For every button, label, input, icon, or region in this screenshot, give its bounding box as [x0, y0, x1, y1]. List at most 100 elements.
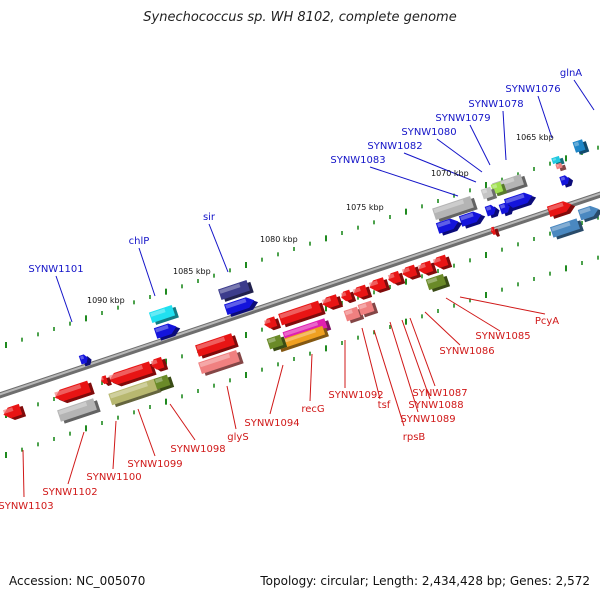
- gene-feature: [54, 380, 95, 404]
- gene-feature: [108, 378, 162, 408]
- gene-label: SYNW1094: [244, 418, 299, 429]
- kbp-label: 1065 kbp: [516, 133, 554, 142]
- callout-line: [373, 329, 405, 427]
- callout-line: [226, 385, 237, 430]
- gene-feature: [368, 277, 391, 293]
- gene-label: SYNW1082: [367, 141, 422, 152]
- gene-feature: [195, 333, 239, 359]
- callout-line: [436, 138, 483, 173]
- gene-label: recG: [301, 404, 324, 415]
- map-title: Synechococcus sp. WH 8102, complete geno…: [143, 10, 457, 25]
- callout-line: [369, 166, 459, 197]
- gene-feature: [546, 201, 576, 219]
- gene-label: SYNW1103: [0, 501, 54, 512]
- gene-feature: [577, 205, 600, 223]
- gene-feature: [549, 218, 584, 240]
- kbp-label: 1075 kbp: [346, 203, 384, 212]
- gene-feature: [340, 289, 357, 304]
- gene-label: SYNW1099: [127, 459, 182, 470]
- gene-feature: [491, 226, 500, 237]
- gene-feature: [274, 325, 329, 353]
- callout-line: [389, 321, 419, 413]
- gene-feature: [425, 273, 451, 292]
- gene-feature: [432, 195, 478, 222]
- genome-backbone: [0, 191, 600, 399]
- gene-feature: [153, 374, 175, 392]
- gene-label: SYNW1086: [439, 346, 494, 357]
- callout-line: [573, 79, 595, 111]
- callout-line: [459, 296, 546, 315]
- kbp-label: 1070 kbp: [431, 169, 469, 178]
- gene-feature: [150, 356, 169, 372]
- callout-line: [309, 353, 313, 402]
- gene-label: glyS: [227, 432, 248, 443]
- kbp-label: 1080 kbp: [260, 235, 298, 244]
- callout-line: [445, 297, 501, 332]
- kbp-label: 1090 kbp: [87, 296, 125, 305]
- gene-feature: [387, 270, 406, 286]
- gene-label: SYNW1080: [401, 127, 456, 138]
- gene-label: chlP: [129, 236, 150, 247]
- gene-feature: [480, 186, 498, 202]
- gene-feature: [555, 162, 567, 172]
- gene-label: tsf: [378, 400, 391, 411]
- gene-feature: [153, 323, 181, 341]
- gene-label: PcyA: [535, 316, 559, 327]
- accession-text: Accession: NC_005070: [9, 574, 146, 588]
- gene-feature: [57, 398, 101, 424]
- gene-feature: [435, 218, 463, 236]
- kbp-label: 1085 kbp: [173, 267, 211, 276]
- gene-features: [2, 139, 600, 424]
- gene-label: SYNW1100: [86, 472, 141, 483]
- gene-feature: [417, 260, 438, 276]
- gene-label: SYNW1088: [408, 400, 463, 411]
- gene-label: SYNW1092: [328, 390, 383, 401]
- callout-line: [424, 311, 461, 346]
- callout-line: [269, 364, 284, 415]
- callout-line: [409, 317, 436, 387]
- gene-feature: [218, 280, 254, 302]
- gene-feature: [503, 192, 537, 212]
- callout-line: [361, 327, 381, 400]
- gene-feature: [108, 361, 157, 387]
- gene-feature: [498, 202, 514, 217]
- callout-line: [112, 420, 117, 470]
- gene-feature: [432, 254, 453, 270]
- gene-label: SYNW1078: [468, 99, 523, 110]
- genome-summary: Topology: circular; Length: 2,434,428 bp…: [260, 574, 590, 588]
- gene-feature: [343, 306, 365, 324]
- gene-label: glnA: [560, 68, 582, 79]
- callout-line: [55, 275, 73, 323]
- gene-label: SYNW1102: [42, 487, 97, 498]
- gene-feature: [352, 284, 373, 300]
- gene-label: SYNW1101: [28, 264, 83, 275]
- gene-feature: [266, 334, 288, 352]
- callout-line: [401, 319, 431, 400]
- gene-label: SYNW1083: [330, 155, 385, 166]
- callout-line: [208, 223, 229, 273]
- gene-feature: [321, 294, 344, 310]
- gene-feature: [78, 354, 92, 367]
- callout-line: [67, 431, 85, 485]
- gene-feature: [572, 139, 590, 155]
- callout-line: [138, 247, 156, 297]
- gene-feature: [278, 300, 326, 328]
- gene-label: SYNW1079: [435, 113, 490, 124]
- gene-feature: [357, 300, 379, 318]
- gene-feature: [148, 304, 179, 325]
- callout-line: [502, 110, 507, 161]
- gene-feature: [224, 297, 259, 317]
- gene-feature: [2, 403, 27, 420]
- callout-line: [537, 95, 553, 139]
- gene-feature: [484, 204, 500, 219]
- gene-feature: [263, 316, 282, 331]
- gene-feature: [559, 175, 574, 188]
- callout-line: [403, 152, 477, 183]
- gene-label: SYNW1098: [170, 444, 225, 455]
- gene-feature: [401, 264, 422, 280]
- gene-feature: [101, 375, 112, 386]
- gene-label: sir: [203, 212, 216, 223]
- callout-line: [137, 408, 156, 457]
- gene-label: rpsB: [403, 432, 426, 443]
- gene-label: SYNW1089: [400, 414, 455, 425]
